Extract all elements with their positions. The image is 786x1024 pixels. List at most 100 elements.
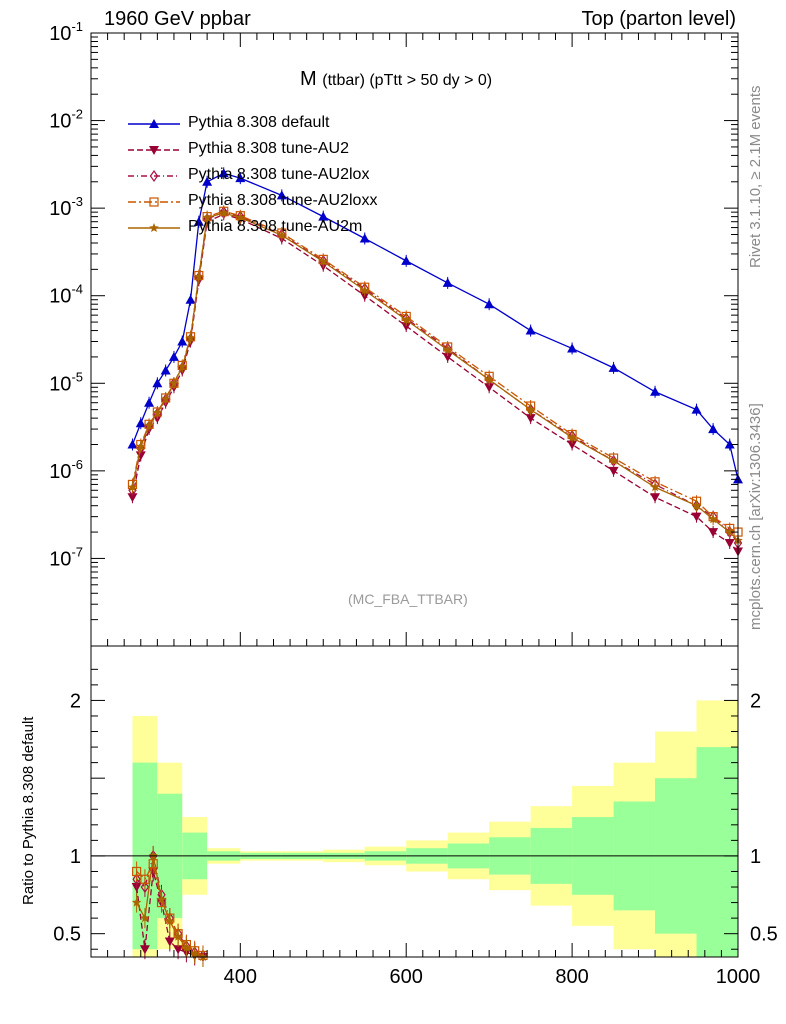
legend-label: Pythia 8.308 default <box>188 114 330 131</box>
data-point <box>193 216 204 226</box>
data-point <box>442 345 453 354</box>
data-point <box>127 439 138 449</box>
data-point <box>160 394 171 404</box>
data-point <box>724 439 735 449</box>
ratio-point <box>165 916 175 926</box>
ratio-point <box>156 894 167 904</box>
data-point <box>177 336 188 346</box>
data-point <box>525 414 536 424</box>
data-point <box>401 255 412 265</box>
data-point <box>708 424 719 434</box>
legend-swatch <box>128 197 180 207</box>
data-point <box>708 528 719 538</box>
rivet-label: Rivet 3.1.10, ≥ 2.1M events <box>747 85 764 269</box>
x-tick-label: 800 <box>555 966 588 988</box>
y-tick-label: 10-1 <box>49 19 83 45</box>
data-point <box>135 418 146 428</box>
data-point <box>160 365 171 375</box>
ratio-tick-label: 0.5 <box>53 924 81 946</box>
data-point <box>360 285 370 295</box>
legend-label: Pythia 8.308 tune-AU2m <box>188 218 363 235</box>
legend-marker <box>149 169 159 183</box>
legend-label: Pythia 8.308 tune-AU2loxx <box>188 192 378 209</box>
data-point <box>691 500 702 510</box>
plot-title: M (ttbar) (pTtt > 50 dy > 0) <box>300 68 492 91</box>
series-line-3 <box>131 210 739 533</box>
data-point <box>691 404 702 414</box>
data-point <box>650 386 661 396</box>
ratio-point <box>140 874 150 884</box>
ratio-series-group <box>131 845 208 967</box>
data-point <box>724 539 735 549</box>
ratio-tick-label-right: 1 <box>750 846 761 868</box>
y-tick-label: 10-2 <box>49 107 83 133</box>
data-point <box>202 212 212 222</box>
data-point <box>318 256 328 266</box>
data-point <box>194 271 204 281</box>
data-point <box>401 322 412 332</box>
data-point <box>525 325 536 335</box>
ratio-ylabel: Ratio to Pythia 8.308 default <box>20 716 37 905</box>
ratio-point <box>132 873 141 886</box>
y-tick-label: 10-7 <box>49 544 83 570</box>
ratio-point <box>181 942 192 952</box>
data-point <box>442 352 453 362</box>
data-point <box>567 343 578 353</box>
series-line-1 <box>131 213 739 552</box>
data-point <box>318 211 329 221</box>
ratio-tick-label-right: 0.5 <box>750 924 778 946</box>
legend-label: Pythia 8.308 tune-AU2lox <box>188 166 370 183</box>
data-point <box>235 173 246 183</box>
data-point <box>168 351 179 361</box>
ratio-point <box>140 913 150 923</box>
legend-label: Pythia 8.308 tune-AU2 <box>188 140 349 157</box>
ratio-point <box>189 948 200 958</box>
data-point <box>525 404 536 414</box>
ratio-point <box>131 897 142 907</box>
legend-swatch <box>128 119 180 128</box>
ratio-tick-label-right: 2 <box>750 690 761 712</box>
ratio-point <box>139 945 150 955</box>
legend-marker <box>149 197 159 207</box>
legend-swatch <box>128 146 180 155</box>
data-point <box>136 441 146 451</box>
ratio-tick-label: 2 <box>70 690 81 712</box>
data-point <box>359 233 370 243</box>
data-point <box>484 374 494 384</box>
data-point <box>152 407 163 417</box>
data-point <box>484 299 495 309</box>
ratio-point <box>132 866 142 877</box>
data-point <box>276 190 287 200</box>
data-point <box>277 230 287 240</box>
data-point <box>235 212 246 222</box>
data-point <box>169 378 179 388</box>
data-point <box>608 455 619 465</box>
data-point <box>127 493 138 503</box>
data-point <box>144 420 154 430</box>
analysis-watermark: (MC_FBA_TTBAR) <box>348 591 468 607</box>
data-point <box>185 294 196 304</box>
data-point <box>608 466 619 476</box>
legend-marker <box>149 119 159 128</box>
data-point <box>401 314 411 324</box>
x-tick-label: 1000 <box>716 966 761 988</box>
data-point <box>144 397 155 407</box>
data-point <box>650 493 661 503</box>
y-tick-label: 10-6 <box>49 457 83 483</box>
data-point <box>484 383 495 393</box>
data-point <box>185 332 196 342</box>
data-point <box>691 512 702 522</box>
mcplots-label: mcplots.cern.ch [arXiv:1306.3436] <box>747 403 764 630</box>
main-series-group <box>127 167 743 558</box>
data-point <box>127 482 138 492</box>
series-line-2 <box>131 211 739 544</box>
legend-swatch <box>128 169 180 183</box>
ratio-tick-label: 1 <box>70 846 81 868</box>
y-tick-label: 10-3 <box>49 194 83 220</box>
legend-marker <box>149 223 159 232</box>
data-point <box>135 451 146 461</box>
data-point <box>219 208 229 217</box>
ratio-point <box>140 880 150 894</box>
plot-title-sub: (ttbar) (pTtt > 50 dy > 0) <box>322 72 493 89</box>
